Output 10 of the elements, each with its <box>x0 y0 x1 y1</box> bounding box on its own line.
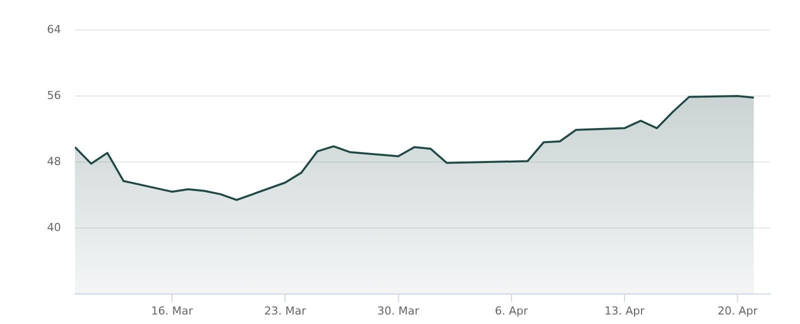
x-tick-label: 20. Apr <box>718 304 758 318</box>
y-tick-label: 64 <box>47 22 61 36</box>
x-tick-label: 23. Mar <box>264 304 306 318</box>
x-tick-label: 13. Apr <box>604 304 646 318</box>
x-tick-label: 30. Mar <box>377 304 420 318</box>
y-tick-label: 48 <box>47 154 61 168</box>
y-tick-label: 40 <box>47 220 61 234</box>
x-tick-label: 16. Mar <box>151 304 194 318</box>
x-tick-label: 6. Apr <box>494 304 528 318</box>
y-tick-label: 56 <box>47 88 61 102</box>
